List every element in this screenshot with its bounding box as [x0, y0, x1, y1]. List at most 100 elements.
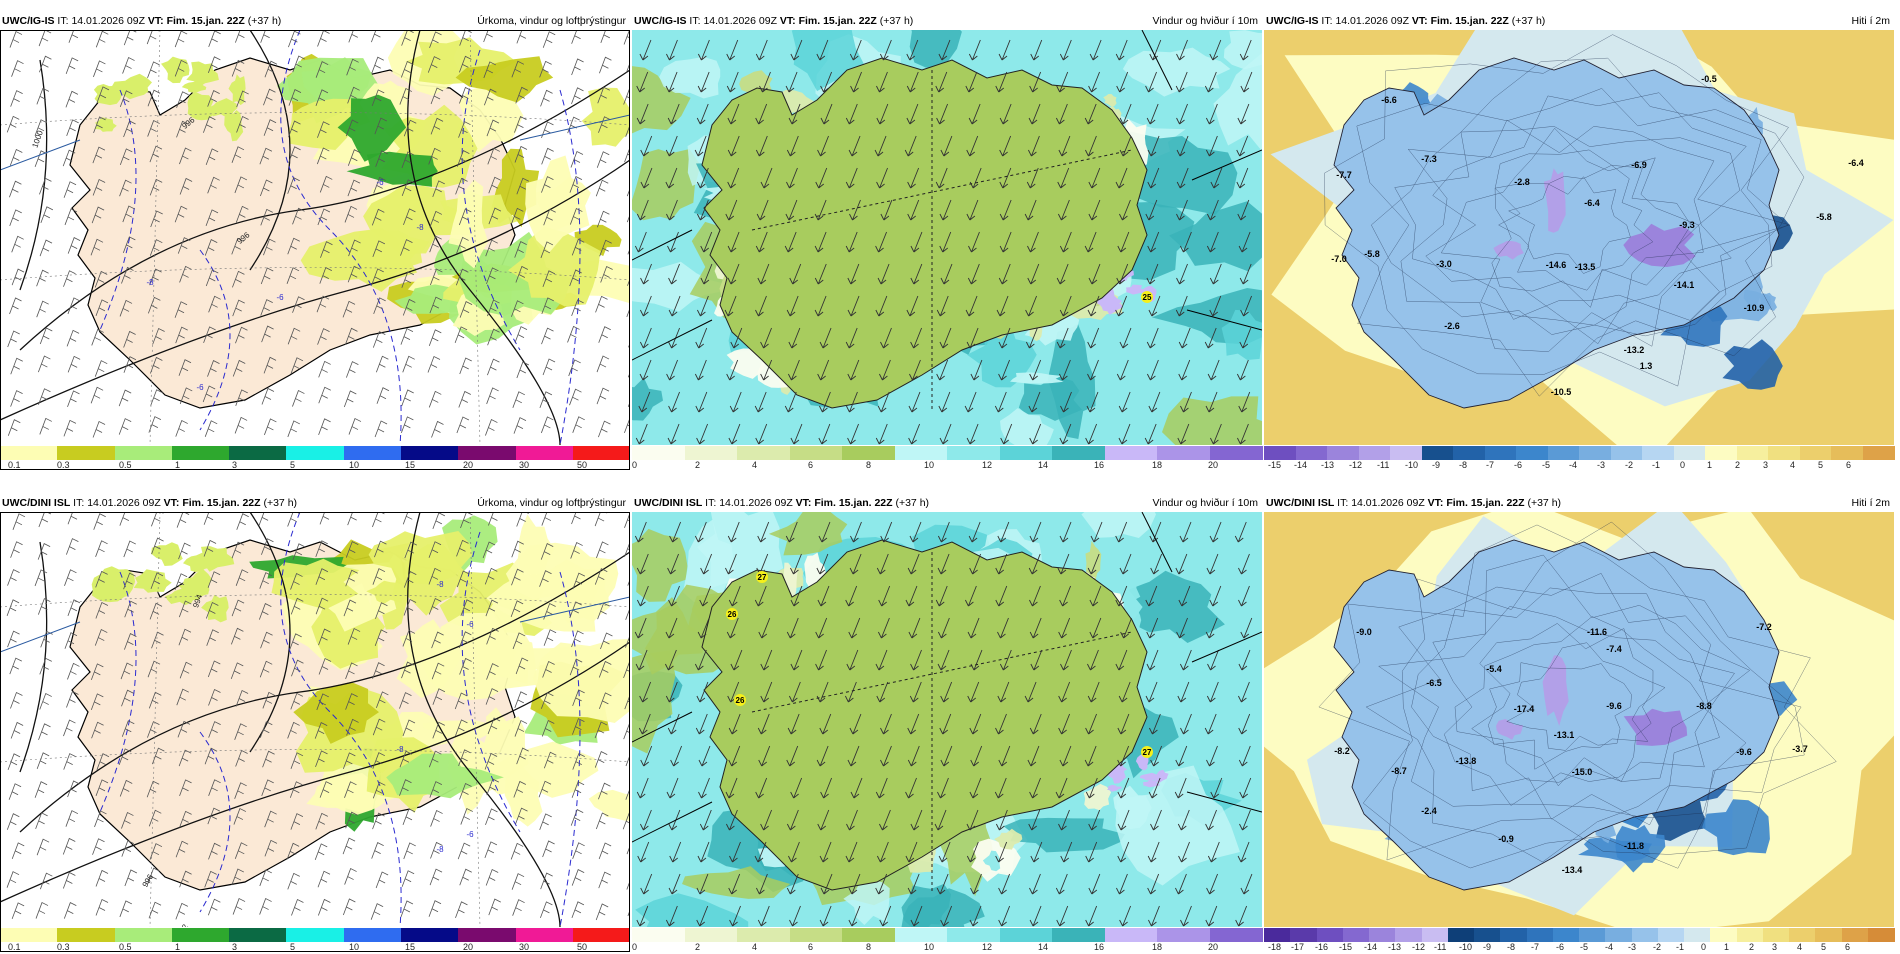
colorbar-ticks: 0 2 4 6 8 10 12 14 16 18 20 [632, 942, 1262, 954]
valid-time-label: VT: [1427, 497, 1444, 509]
colorbar-tick: -16 [1315, 942, 1329, 952]
colorbar-segment [999, 928, 1053, 942]
colorbar [632, 446, 1263, 460]
colorbar-segment [1453, 446, 1485, 460]
map-label: -6 [466, 620, 474, 629]
colorbar-tick: -7 [1531, 942, 1540, 952]
cold-area [1493, 241, 1524, 260]
map-label: -7.3 [1421, 154, 1437, 164]
precip-blob [508, 226, 601, 307]
colorbar-segment [999, 446, 1053, 460]
temperature-contours [99, 512, 581, 927]
colorbar-segment [1736, 928, 1764, 942]
valid-time-label: VT: [163, 497, 180, 509]
precip-blob [368, 531, 473, 585]
precip-blob [224, 110, 244, 142]
colorbar-segment [1421, 928, 1449, 942]
init-time-value: 14.01.2026 09Z [719, 497, 793, 509]
precip-blob [94, 117, 117, 132]
colorbar [632, 928, 1263, 942]
colorbar-tick: 0.5 [119, 942, 132, 952]
colorbar-segment [894, 928, 948, 942]
precip-blob [317, 727, 381, 815]
valid-time-label: VT: [779, 15, 796, 27]
init-time-value: 14.01.2026 09Z [703, 15, 777, 27]
valid-time-value: Fim. 15.jan. 22Z [798, 15, 877, 27]
map-panel-6: UWC/DINI ISL IT: 14.01.2026 09Z VT: Fim.… [1264, 494, 1895, 952]
colorbar-tick: 3 [1772, 942, 1778, 952]
colorbar-segment [1264, 446, 1296, 460]
colorbar-segment [400, 446, 459, 460]
colorbar-tick: 5 [1821, 942, 1827, 952]
map-label: -2.8 [1514, 177, 1530, 187]
map-label: -9.6 [1736, 747, 1752, 757]
colorbar-tick: 1 [175, 942, 181, 952]
colorbar-segment [1052, 446, 1105, 460]
colorbar-segment [1867, 928, 1895, 942]
colorbar-segment [1789, 928, 1816, 942]
colorbar-segment [1684, 928, 1711, 942]
precip-blob [366, 580, 404, 605]
colorbar-tick: 15 [405, 460, 416, 470]
colorbar-tick: 20 [1208, 942, 1219, 952]
colorbar-segment [1673, 446, 1706, 460]
colorbar-segment [1516, 446, 1548, 460]
colorbar-tick: 0 [1680, 460, 1686, 470]
model-name: UWC/DINI ISL [1266, 497, 1335, 509]
colorbar-tick: -13 [1321, 460, 1335, 470]
map-label: 26 [736, 696, 745, 705]
colorbar-tick: -15 [1268, 460, 1282, 470]
colorbar-segment [1369, 928, 1396, 942]
colorbar-ticks: 0.1 0.3 0.5 1 3 5 10 15 20 30 50 [0, 942, 630, 954]
colorbar-tick: 8 [866, 460, 872, 470]
cold-area [1623, 708, 1688, 746]
map-panel-5: UWC/DINI ISL IT: 14.01.2026 09Z VT: Fim.… [632, 494, 1263, 954]
colorbar-tick: 20 [463, 942, 474, 952]
colorbar-segment [632, 446, 685, 460]
panel-header: UWC/IG-IS IT: 14.01.2026 09Z VT: Fim. 15… [0, 12, 630, 30]
map-label: -8 [436, 580, 444, 589]
map-label: -6.9 [1631, 160, 1647, 170]
map-label: 26 [728, 610, 737, 619]
colorbar-tick: -12 [1412, 942, 1426, 952]
model-name: UWC/IG-IS [2, 15, 55, 27]
map-label: -7.0 [1331, 254, 1347, 264]
cold-area [1496, 719, 1523, 740]
map-label: -9.6 [1606, 701, 1622, 711]
isotherm-lines [1324, 34, 1805, 397]
lat-lon-grid [0, 30, 630, 445]
colorbar-segment [1631, 928, 1659, 942]
precip-blob [456, 86, 524, 153]
colorbar-segment [1484, 446, 1517, 460]
colorbar-segment [114, 928, 173, 942]
colorbar-tick: 4 [752, 460, 758, 470]
colorbar-tick: -17 [1291, 942, 1305, 952]
map-label: -14.1 [1674, 280, 1695, 290]
isotherm-lines [1318, 521, 1837, 869]
colorbar-segment [171, 446, 230, 460]
colorbar-segment [1209, 446, 1263, 460]
colorbar-segment [400, 928, 459, 942]
colorbar-segment [737, 928, 790, 942]
colorbar-ticks: -15 -14 -13 -12 -11 -10 -9 -8 -7 -6 -5 -4 -3 -2 -1 0 1 2 3… [1264, 460, 1894, 472]
colorbar-segment [1104, 446, 1158, 460]
colorbar-tick: 16 [1094, 942, 1105, 952]
lead-time: (+37 h) [247, 15, 282, 27]
colorbar-segment [0, 928, 58, 942]
colorbar-segment [0, 446, 58, 460]
map-panel-3: UWC/IG-IS IT: 14.01.2026 09Z VT: Fim. 15… [1264, 12, 1895, 472]
init-time-value: 14.01.2026 09Z [1335, 15, 1409, 27]
model-name: UWC/IG-IS [1266, 15, 1319, 27]
colorbar-segment [1500, 928, 1528, 942]
colorbar-segment [632, 928, 685, 942]
colorbar-tick: -5 [1580, 942, 1589, 952]
colorbar-tick: 5 [290, 942, 296, 952]
colorbar-tick: -1 [1676, 942, 1685, 952]
map-label: -8 [146, 278, 154, 287]
init-time-value: 14.01.2026 09Z [1351, 497, 1425, 509]
panel-title: Úrkoma, vindur og loftþrýstingur [477, 15, 626, 27]
colorbar-segment [1610, 446, 1643, 460]
precip-blob [271, 558, 360, 610]
map-label: 25 [1143, 293, 1152, 302]
